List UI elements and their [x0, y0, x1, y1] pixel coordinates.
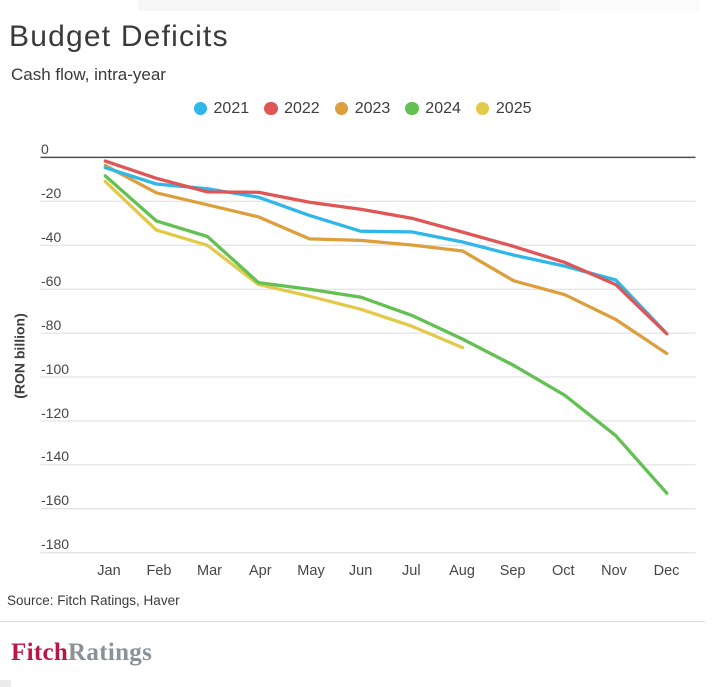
svg-text:Nov: Nov: [601, 563, 628, 579]
svg-text:Jul: Jul: [402, 563, 421, 579]
svg-text:Feb: Feb: [147, 563, 172, 579]
svg-text:Sep: Sep: [500, 563, 526, 579]
svg-text:Dec: Dec: [654, 563, 680, 579]
svg-text:Aug: Aug: [449, 563, 475, 579]
svg-text:Oct: Oct: [552, 563, 575, 579]
svg-text:Jan: Jan: [97, 563, 120, 579]
svg-text:Mar: Mar: [197, 563, 222, 579]
svg-text:Apr: Apr: [249, 563, 272, 579]
svg-text:May: May: [297, 563, 325, 579]
svg-text:Jun: Jun: [349, 563, 372, 579]
